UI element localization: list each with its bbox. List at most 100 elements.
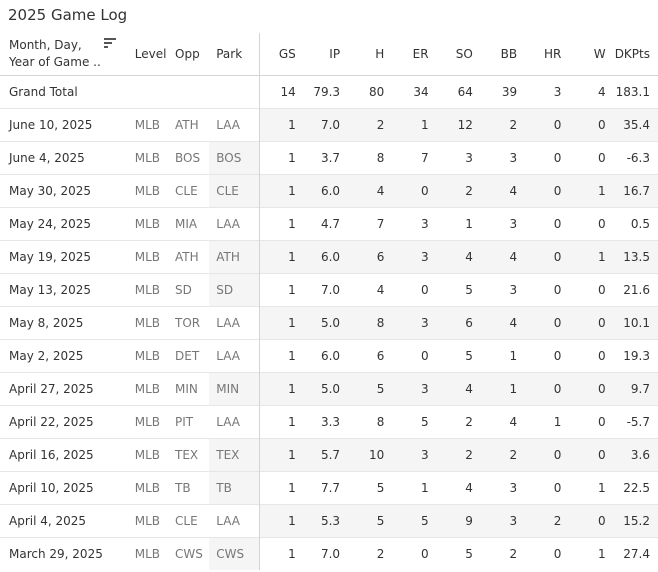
header-bb[interactable]: BB: [500, 47, 518, 61]
header-month-day-year[interactable]: Month, Day, Year of Game ..: [0, 33, 123, 76]
row-w: 0: [569, 306, 614, 340]
row-ip: 3.3: [303, 405, 349, 439]
table-row[interactable]: May 19, 2025 MLB ATH ATH 1 6.0 6 3 4 4 0 1 13.5: [0, 240, 658, 274]
row-park: LAA: [209, 405, 261, 439]
row-date: April 16, 2025: [0, 438, 123, 472]
table-row[interactable]: April 4, 2025 MLB CLE LAA 1 5.3 5 5 9 3 2 0 15.2: [0, 504, 658, 538]
row-park: CWS: [209, 537, 261, 570]
row-opp: CLE: [171, 504, 210, 538]
row-level: MLB: [122, 273, 172, 307]
row-level: MLB: [122, 405, 172, 439]
row-hr: 0: [525, 240, 570, 274]
row-gs: 1: [259, 108, 304, 142]
header-ip[interactable]: IP: [329, 47, 341, 61]
header-level[interactable]: Level: [134, 47, 167, 61]
row-so: 5: [436, 537, 481, 570]
row-w: 0: [569, 207, 614, 241]
row-date: April 4, 2025: [0, 504, 123, 538]
row-park: BOS: [209, 141, 261, 175]
row-level: MLB: [122, 141, 172, 175]
row-dkpts: 19.3: [613, 339, 658, 373]
grand-total-ip: 79.3: [303, 75, 349, 109]
table-row[interactable]: March 29, 2025 MLB CWS CWS 1 7.0 2 0 5 2 0 1 27.4: [0, 537, 658, 570]
table-row[interactable]: April 10, 2025 MLB TB TB 1 7.7 5 1 4 3 0 1 22.5: [0, 471, 658, 505]
table-row[interactable]: April 16, 2025 MLB TEX TEX 1 5.7 10 3 2 2 0 0 3.6: [0, 438, 658, 472]
header-hr[interactable]: HR: [544, 47, 562, 61]
table-row[interactable]: May 2, 2025 MLB DET LAA 1 6.0 6 0 5 1 0 0 19.3: [0, 339, 658, 373]
row-level: MLB: [122, 504, 172, 538]
row-level: MLB: [122, 240, 172, 274]
row-level: MLB: [122, 438, 172, 472]
header-gs[interactable]: GS: [278, 47, 296, 61]
row-dkpts: 22.5: [613, 471, 658, 505]
row-ip: 7.0: [303, 108, 349, 142]
row-dkpts: -5.7: [613, 405, 658, 439]
row-er: 1: [392, 108, 437, 142]
row-ip: 3.7: [303, 141, 349, 175]
row-ip: 5.3: [303, 504, 349, 538]
row-date: March 29, 2025: [0, 537, 123, 570]
row-gs: 1: [259, 504, 304, 538]
row-so: 5: [436, 273, 481, 307]
row-bb: 4: [480, 174, 526, 208]
row-opp: TB: [171, 471, 210, 505]
row-ip: 5.0: [303, 372, 349, 406]
header-h[interactable]: H: [375, 47, 385, 61]
table-row[interactable]: April 27, 2025 MLB MIN MIN 1 5.0 5 3 4 1 0 0 9.7: [0, 372, 658, 406]
table-row[interactable]: June 4, 2025 MLB BOS BOS 1 3.7 8 7 3 3 0 0 -6.3: [0, 141, 658, 175]
row-h: 5: [348, 471, 393, 505]
row-w: 0: [569, 141, 614, 175]
row-date: June 4, 2025: [0, 141, 123, 175]
table-row[interactable]: May 8, 2025 MLB TOR LAA 1 5.0 8 3 6 4 0 0 10.1: [0, 306, 658, 340]
header-park[interactable]: Park: [209, 33, 261, 76]
row-park: ATH: [209, 240, 261, 274]
table-row[interactable]: April 22, 2025 MLB PIT LAA 1 3.3 8 5 2 4 1 0 -5.7: [0, 405, 658, 439]
header-opp[interactable]: Opp: [175, 47, 200, 61]
row-ip: 6.0: [303, 174, 349, 208]
row-park: LAA: [209, 108, 261, 142]
row-so: 9: [436, 504, 481, 538]
table-row[interactable]: May 30, 2025 MLB CLE CLE 1 6.0 4 0 2 4 0 1 16.7: [0, 174, 658, 208]
row-opp: ATH: [171, 108, 210, 142]
grand-total-er: 34: [392, 75, 437, 109]
grand-total-so: 64: [436, 75, 481, 109]
table-row[interactable]: May 13, 2025 MLB SD SD 1 7.0 4 0 5 3 0 0 21.6: [0, 273, 658, 307]
row-level: MLB: [122, 108, 172, 142]
row-bb: 3: [480, 141, 526, 175]
row-opp: MIN: [171, 372, 210, 406]
row-ip: 6.0: [303, 339, 349, 373]
row-opp: TEX: [171, 438, 210, 472]
header-so[interactable]: SO: [455, 47, 473, 61]
row-er: 3: [392, 306, 437, 340]
row-h: 2: [348, 537, 393, 570]
row-date: May 24, 2025: [0, 207, 123, 241]
row-gs: 1: [259, 471, 304, 505]
row-gs: 1: [259, 306, 304, 340]
row-gs: 1: [259, 141, 304, 175]
row-opp: PIT: [171, 405, 210, 439]
row-hr: 0: [525, 141, 570, 175]
row-date: April 10, 2025: [0, 471, 123, 505]
row-bb: 4: [480, 240, 526, 274]
row-so: 4: [436, 372, 481, 406]
header-er[interactable]: ER: [412, 47, 429, 61]
row-w: 0: [569, 438, 614, 472]
header-w[interactable]: W: [593, 47, 606, 61]
row-level: MLB: [122, 207, 172, 241]
row-dkpts: 35.4: [613, 108, 658, 142]
row-h: 8: [348, 306, 393, 340]
row-so: 5: [436, 339, 481, 373]
table-row[interactable]: June 10, 2025 MLB ATH LAA 1 7.0 2 1 12 2 0 0 35.4: [0, 108, 658, 142]
row-er: 7: [392, 141, 437, 175]
row-park: MIN: [209, 372, 261, 406]
row-ip: 5.7: [303, 438, 349, 472]
row-dkpts: 3.6: [613, 438, 658, 472]
row-bb: 3: [480, 504, 526, 538]
row-park: TB: [209, 471, 261, 505]
row-bb: 4: [480, 306, 526, 340]
row-so: 6: [436, 306, 481, 340]
sort-icon[interactable]: [103, 37, 117, 49]
row-er: 5: [392, 405, 437, 439]
table-row[interactable]: May 24, 2025 MLB MIA LAA 1 4.7 7 3 1 3 0 0 0.5: [0, 207, 658, 241]
header-dkpts[interactable]: DKPts: [614, 47, 650, 61]
